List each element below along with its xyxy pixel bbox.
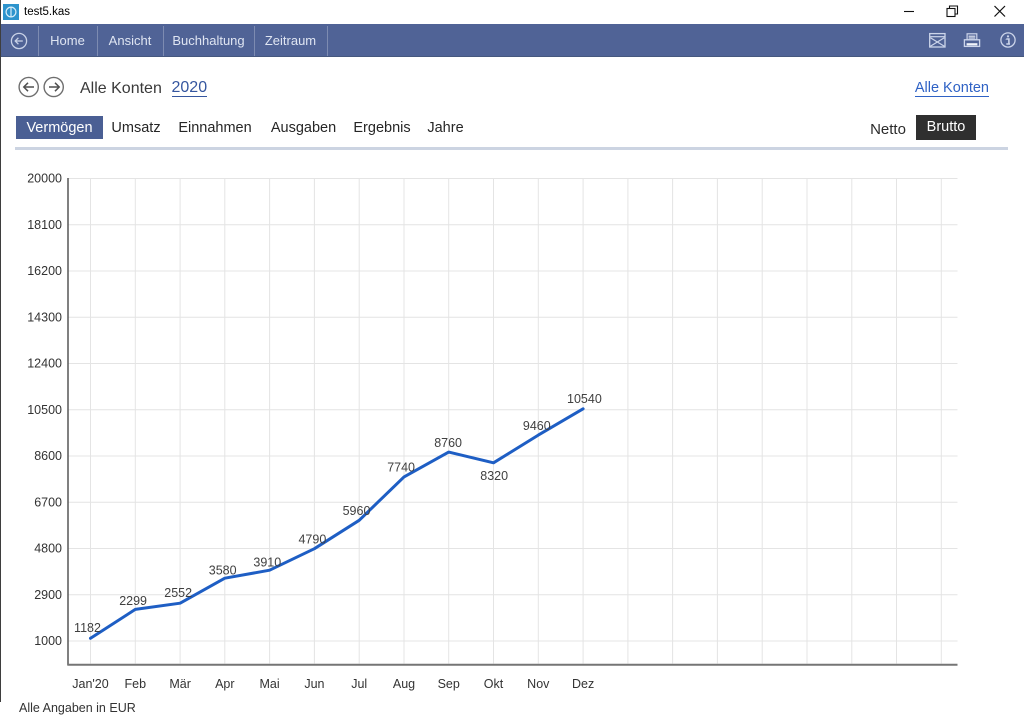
svg-text:3910: 3910: [253, 556, 281, 570]
svg-text:Jul: Jul: [351, 677, 367, 691]
svg-text:18100: 18100: [27, 218, 62, 232]
svg-text:1182: 1182: [74, 621, 101, 635]
svg-text:Nov: Nov: [527, 677, 550, 691]
svg-text:Dez: Dez: [572, 677, 594, 691]
svg-text:Mär: Mär: [169, 677, 191, 691]
svg-text:Jun: Jun: [304, 677, 324, 691]
svg-text:14300: 14300: [27, 310, 62, 324]
svg-text:20000: 20000: [27, 172, 62, 186]
svg-text:Mai: Mai: [260, 677, 280, 691]
svg-text:Okt: Okt: [484, 677, 504, 691]
svg-text:Apr: Apr: [215, 677, 234, 691]
svg-text:12400: 12400: [27, 357, 62, 371]
svg-text:5960: 5960: [343, 504, 371, 518]
svg-text:8320: 8320: [480, 469, 508, 483]
svg-text:3580: 3580: [209, 564, 237, 578]
svg-text:4800: 4800: [34, 542, 62, 556]
svg-text:9460: 9460: [523, 419, 551, 433]
svg-text:Aug: Aug: [393, 677, 415, 691]
svg-text:2552: 2552: [164, 586, 192, 600]
svg-text:16200: 16200: [27, 264, 62, 278]
svg-text:4790: 4790: [298, 533, 326, 547]
svg-text:10500: 10500: [27, 403, 62, 417]
svg-text:8600: 8600: [34, 449, 62, 463]
svg-text:Feb: Feb: [125, 677, 147, 691]
svg-text:Jan'20: Jan'20: [72, 677, 108, 691]
svg-text:8760: 8760: [434, 436, 462, 450]
svg-text:2900: 2900: [34, 588, 62, 602]
svg-text:2299: 2299: [119, 594, 147, 608]
svg-text:6700: 6700: [34, 495, 62, 509]
svg-text:10540: 10540: [567, 392, 602, 406]
svg-text:1000: 1000: [34, 634, 62, 648]
svg-text:Sep: Sep: [438, 677, 460, 691]
svg-text:7740: 7740: [387, 461, 415, 475]
